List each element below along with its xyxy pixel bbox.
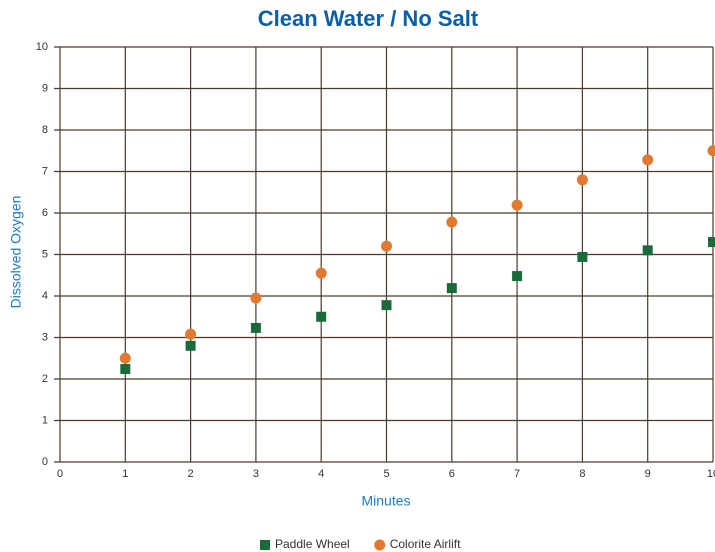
- point: [315, 267, 327, 279]
- point: [512, 271, 523, 282]
- y-axis-label: Dissolved Oxygen: [8, 196, 24, 309]
- x-tick-label: 0: [57, 468, 63, 480]
- x-tick-label: 9: [645, 468, 651, 480]
- point: [577, 251, 588, 262]
- point: [250, 292, 262, 304]
- x-tick-label: 5: [383, 468, 389, 480]
- point: [446, 216, 458, 228]
- y-tick-label: 10: [36, 41, 48, 53]
- x-tick-label: 7: [514, 468, 520, 480]
- point: [381, 240, 392, 252]
- point: [708, 237, 715, 248]
- x-tick-label: 10: [707, 468, 715, 480]
- y-tick-label: 3: [42, 331, 48, 343]
- y-tick-label: 9: [42, 82, 48, 94]
- point: [642, 154, 654, 166]
- legend-swatch: [374, 539, 386, 551]
- y-tick-label: 7: [42, 165, 48, 177]
- y-tick-label: 4: [42, 290, 48, 302]
- x-tick-label: 4: [318, 468, 324, 480]
- x-tick-label: 1: [122, 468, 128, 480]
- x-tick-label: 6: [449, 468, 455, 480]
- y-tick-label: 8: [42, 124, 48, 136]
- point: [120, 364, 131, 375]
- point: [511, 199, 523, 211]
- point: [185, 328, 197, 340]
- x-tick-label: 3: [253, 468, 259, 480]
- x-tick-label: 8: [579, 468, 585, 480]
- legend-swatch: [260, 540, 270, 550]
- y-tick-label: 0: [42, 456, 48, 468]
- point: [707, 145, 715, 157]
- legend-label: Paddle Wheel: [275, 537, 350, 551]
- point: [446, 283, 457, 294]
- point: [381, 300, 392, 311]
- y-tick-label: 2: [42, 373, 48, 385]
- point: [250, 322, 261, 333]
- y-tick-label: 6: [42, 207, 48, 219]
- point: [576, 174, 588, 186]
- x-axis-label: Minutes: [361, 493, 410, 509]
- point: [642, 245, 653, 256]
- point: [119, 352, 131, 364]
- x-tick-label: 2: [188, 468, 194, 480]
- legend-label: Colorite Airlift: [390, 537, 461, 551]
- point: [185, 340, 196, 351]
- y-tick-label: 1: [42, 414, 48, 426]
- y-tick-label: 5: [42, 248, 48, 260]
- chart-title: Clean Water / No Salt: [258, 6, 479, 31]
- point: [316, 311, 327, 322]
